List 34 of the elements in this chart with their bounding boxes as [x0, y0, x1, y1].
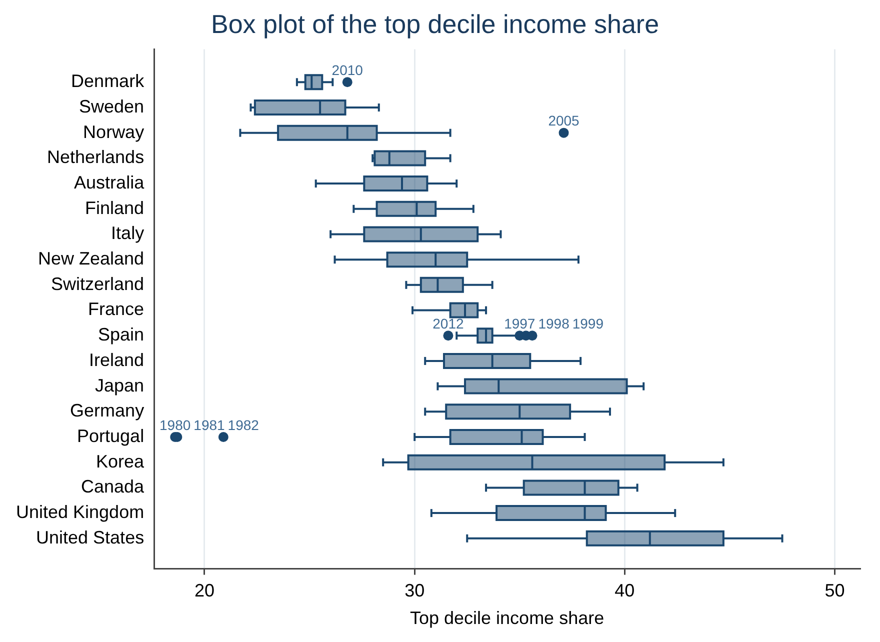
annotation: 2005 [548, 112, 580, 129]
chart-title: Box plot of the top decile income share [210, 8, 660, 39]
y-tick-label: New Zealand [38, 248, 144, 269]
annotation: 1997 [504, 315, 536, 332]
annotation: 1982 [228, 416, 260, 433]
annotation: 2010 [332, 62, 364, 78]
y-tick-label: Norway [83, 122, 144, 142]
y-tick-label: United States [36, 527, 144, 548]
y-tick-label: Canada [81, 476, 146, 497]
y-tick-label: United Kingdom [16, 502, 144, 522]
y-tick-label: Denmark [71, 71, 146, 92]
y-tick-label: Germany [70, 400, 144, 421]
y-tick-label: Portugal [77, 426, 144, 446]
y-tick-label: Spain [98, 324, 144, 345]
y-tick-label: Italy [111, 223, 144, 244]
annotation: 1981 [194, 416, 226, 433]
x-tick-label: 50 [824, 580, 845, 601]
x-tick-label: 20 [194, 580, 215, 601]
annotation: 1998 [538, 315, 570, 332]
x-tick-label: 30 [404, 580, 425, 601]
y-tick-label: Korea [96, 451, 146, 472]
y-tick-label: Switzerland [51, 274, 144, 294]
x-axis-title: Top decile income share [410, 608, 604, 628]
x-tick-label: 40 [614, 580, 635, 601]
y-tick-label: Netherlands [47, 147, 144, 168]
y-tick-label: Sweden [79, 96, 144, 116]
y-tick-label: Finland [85, 198, 144, 218]
y-tick-label: France [88, 299, 144, 320]
y-tick-label: Ireland [89, 350, 144, 370]
y-tick-label: Japan [95, 375, 144, 396]
y-tick-label: Australia [74, 172, 146, 193]
annotation: 1980 [160, 416, 191, 433]
annotation: 2012 [432, 315, 464, 332]
annotation: 1999 [572, 315, 604, 332]
